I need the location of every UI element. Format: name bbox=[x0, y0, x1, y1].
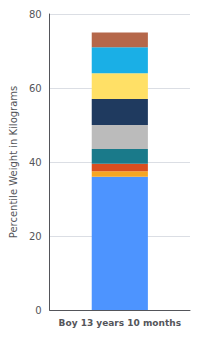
svg-text:0: 0 bbox=[35, 305, 41, 316]
svg-text:20: 20 bbox=[29, 231, 42, 242]
svg-text:Boy 13 years 10 months: Boy 13 years 10 months bbox=[59, 318, 181, 328]
svg-text:40: 40 bbox=[29, 157, 42, 168]
svg-text:60: 60 bbox=[29, 83, 42, 94]
svg-text:Percentile Weight in Kilograms: Percentile Weight in Kilograms bbox=[8, 86, 19, 239]
svg-text:80: 80 bbox=[29, 9, 42, 20]
